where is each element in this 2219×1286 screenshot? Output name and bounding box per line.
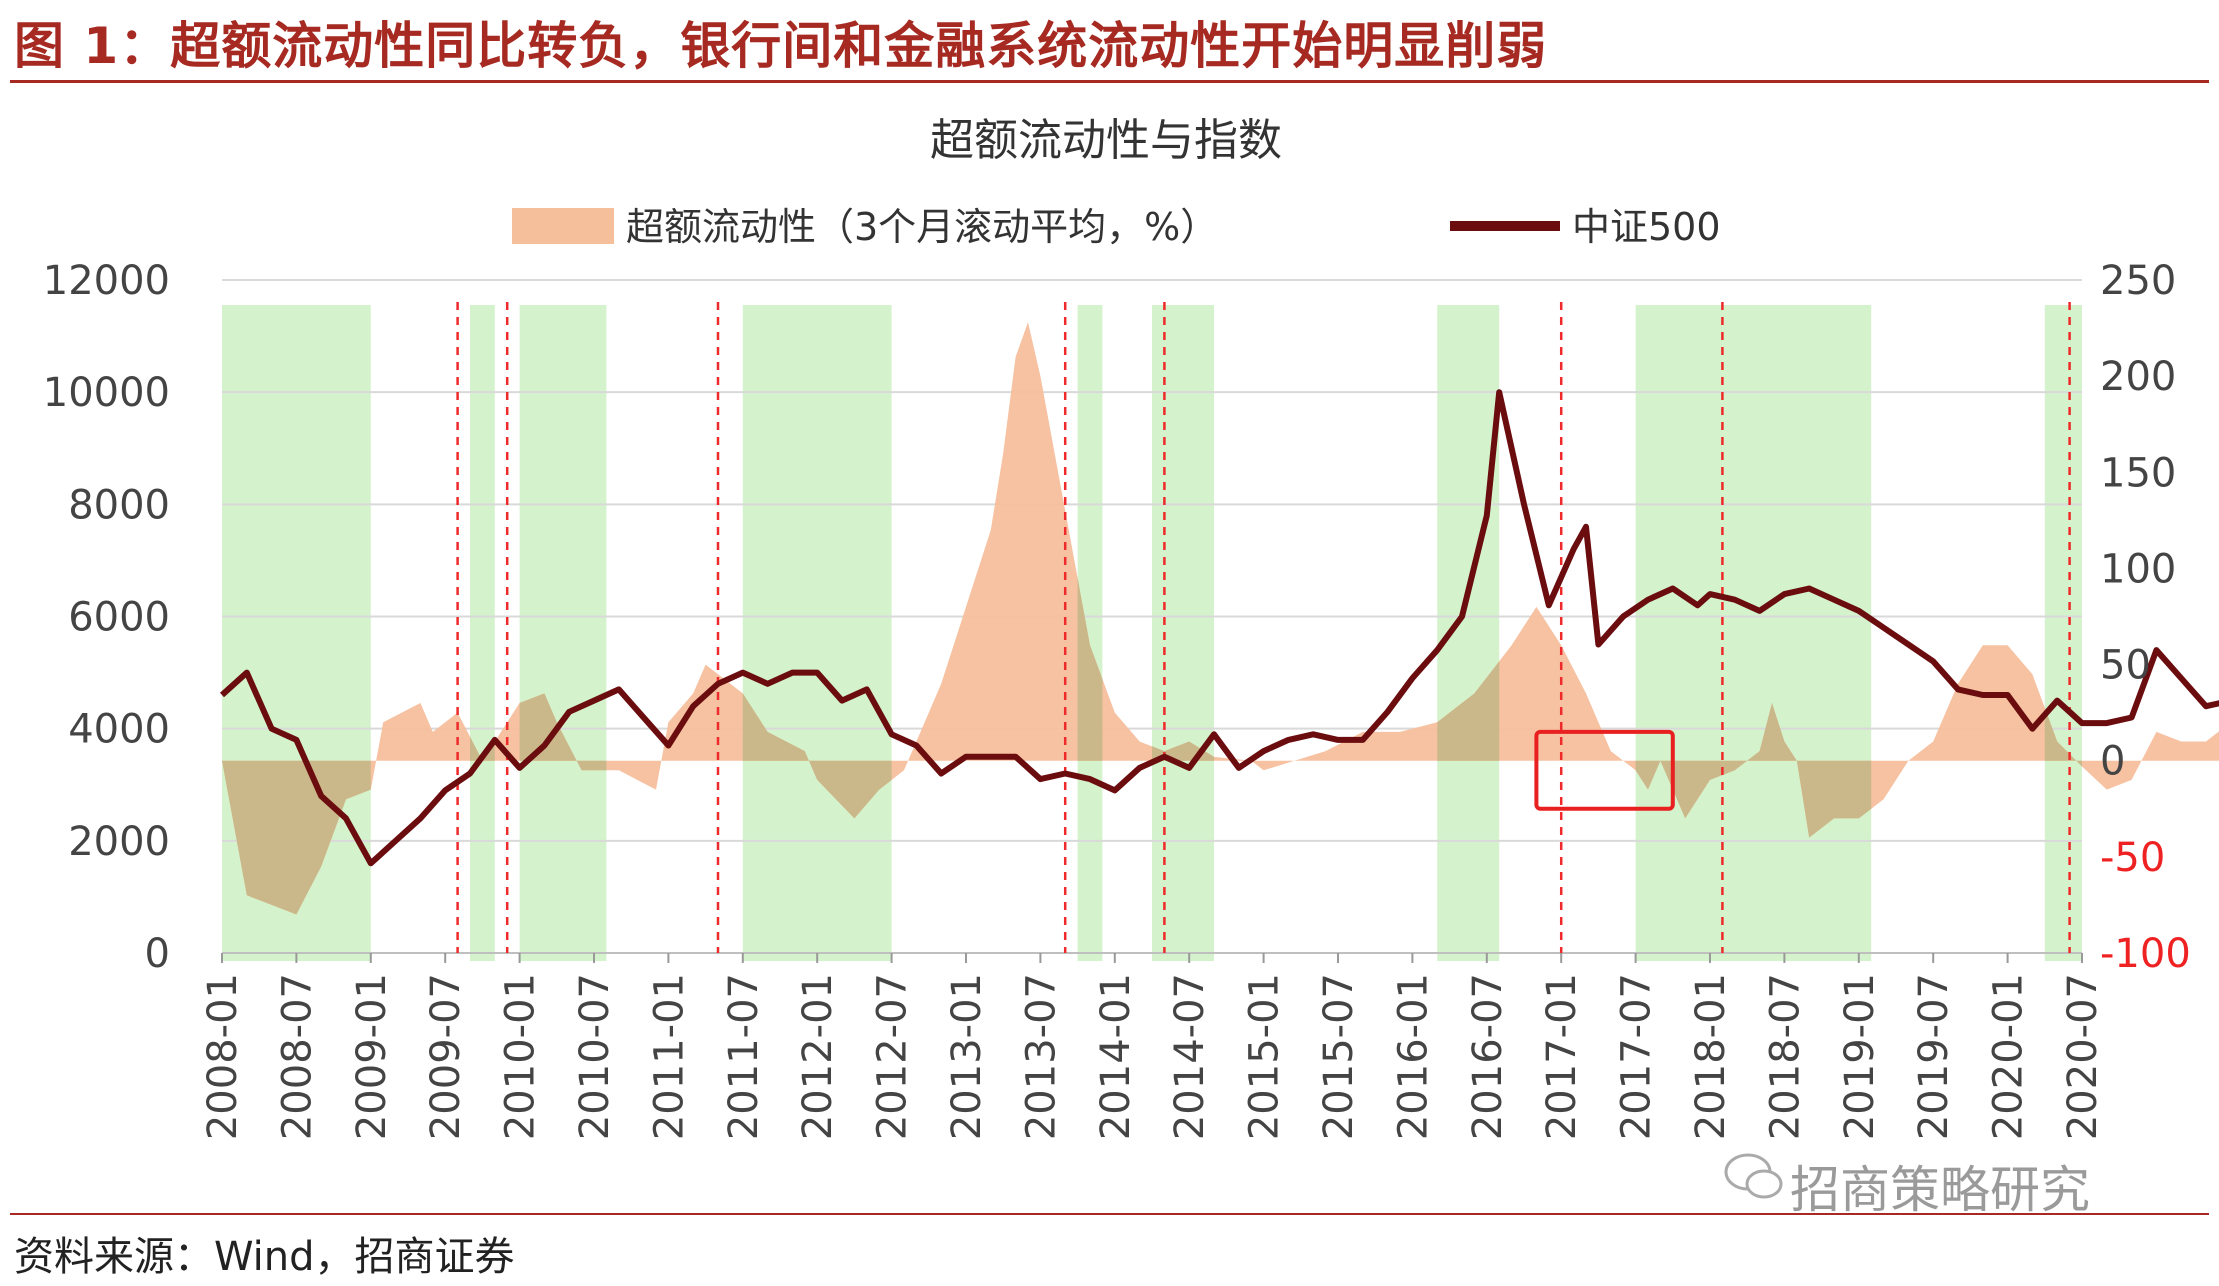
x-tick-label: 2012-07 bbox=[870, 973, 916, 1140]
y-left-tick-label: 10000 bbox=[43, 370, 170, 416]
source-note: 资料来源：Wind，招商证券 bbox=[14, 1234, 515, 1280]
bottom-rule bbox=[10, 1213, 2209, 1215]
y-right-tick-label: 250 bbox=[2100, 258, 2176, 304]
legend: 超额流动性（3个月滚动平均，%） 中证500 bbox=[512, 205, 1721, 249]
y-right-tick-label: 150 bbox=[2100, 450, 2176, 496]
x-tick-label: 2009-01 bbox=[349, 973, 395, 1140]
y-left-tick-label: 2000 bbox=[68, 819, 170, 865]
y-right-tick-label: 200 bbox=[2100, 354, 2176, 400]
x-tick-label: 2018-07 bbox=[1762, 973, 1808, 1140]
legend-area-label: 超额流动性（3个月滚动平均，%） bbox=[626, 205, 1218, 249]
x-tick-label: 2010-07 bbox=[572, 973, 618, 1140]
x-tick-label: 2014-07 bbox=[1167, 973, 1213, 1140]
y-left-tick-label: 12000 bbox=[43, 258, 170, 304]
shaded-period-1 bbox=[470, 305, 495, 961]
plot-area: 12000 10000 8000 6000 4000 2000 0 250 200 150 100 5… bbox=[43, 258, 2219, 1140]
x-tick-label: 2018-01 bbox=[1688, 973, 1734, 1140]
x-tick-label: 2011-01 bbox=[646, 973, 692, 1140]
x-tick-label: 2011-07 bbox=[721, 973, 767, 1140]
shaded-period-3 bbox=[742, 305, 892, 961]
y-left-tick-label: 4000 bbox=[68, 707, 170, 753]
x-tick-label: 2015-01 bbox=[1242, 973, 1288, 1140]
legend-line-label: 中证500 bbox=[1572, 205, 1721, 249]
x-tick-label: 2017-01 bbox=[1539, 973, 1585, 1140]
figure-title: 图 1：超额流动性同比转负，银行间和金融系统流动性开始明显削弱 bbox=[14, 17, 1548, 75]
chart-title: 超额流动性与指数 bbox=[930, 115, 1282, 166]
x-tick-label: 2012-01 bbox=[795, 973, 841, 1140]
shaded-period-2 bbox=[519, 305, 607, 961]
shaded-period-8 bbox=[2044, 305, 2082, 961]
x-tick-label: 2019-07 bbox=[1911, 973, 1957, 1140]
x-tick-label: 2013-01 bbox=[944, 973, 990, 1140]
y-right-tick-label: -50 bbox=[2100, 835, 2165, 881]
x-tick-label: 2014-01 bbox=[1093, 973, 1139, 1140]
y-right-tick-label: -100 bbox=[2100, 931, 2191, 977]
x-tick-label: 2016-07 bbox=[1465, 973, 1511, 1140]
y-right-tick-label: 0 bbox=[2100, 739, 2125, 785]
wechat-icon bbox=[1724, 1153, 1783, 1199]
x-tick-label: 2013-07 bbox=[1018, 973, 1064, 1140]
y-left-tick-label: 6000 bbox=[68, 595, 170, 641]
y-left-tick-label: 0 bbox=[145, 931, 170, 977]
x-tick-label: 2009-07 bbox=[423, 973, 469, 1140]
shaded-period-7 bbox=[1635, 305, 1872, 961]
x-tick-label: 2015-07 bbox=[1316, 973, 1362, 1140]
y-right-tick-label: 100 bbox=[2100, 546, 2176, 592]
x-tick-label: 2008-01 bbox=[200, 973, 246, 1140]
x-tick-label: 2010-01 bbox=[498, 973, 544, 1140]
x-tick-label: 2020-07 bbox=[2060, 973, 2106, 1140]
watermark: 招商策略研究 bbox=[1790, 1161, 2090, 1219]
x-tick-label: 2019-01 bbox=[1837, 973, 1883, 1140]
y-left-tick-label: 8000 bbox=[68, 482, 170, 528]
y-right-tick-label: 50 bbox=[2100, 643, 2151, 689]
x-tick-label: 2017-07 bbox=[1614, 973, 1660, 1140]
line-series bbox=[219, 389, 2219, 867]
x-tick-label: 2008-07 bbox=[274, 973, 320, 1140]
highlight-box bbox=[1534, 729, 1675, 811]
shaded-period-5 bbox=[1152, 305, 1214, 961]
x-tick-label: 2020-01 bbox=[1986, 973, 2032, 1140]
top-rule bbox=[10, 80, 2209, 83]
legend-area-swatch bbox=[512, 208, 614, 244]
x-tick-label: 2016-01 bbox=[1390, 973, 1436, 1140]
